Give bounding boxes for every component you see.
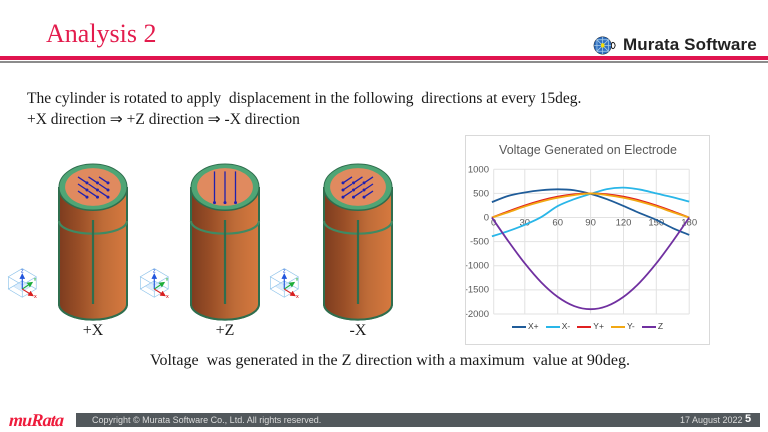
svg-text:-1500: -1500 [466, 285, 489, 296]
svg-text:Voltage Generated on Electrod: Voltage Generated on Electrode [499, 143, 677, 157]
svg-text:0: 0 [484, 213, 489, 224]
svg-text:500: 500 [473, 189, 489, 200]
svg-text:-1000: -1000 [466, 261, 489, 272]
svg-text:-2000: -2000 [466, 309, 489, 320]
svg-text:60: 60 [552, 218, 563, 229]
svg-text:-500: -500 [470, 237, 489, 248]
svg-text:120: 120 [616, 218, 632, 229]
svg-text:90: 90 [585, 218, 596, 229]
svg-text:1000: 1000 [468, 165, 489, 176]
